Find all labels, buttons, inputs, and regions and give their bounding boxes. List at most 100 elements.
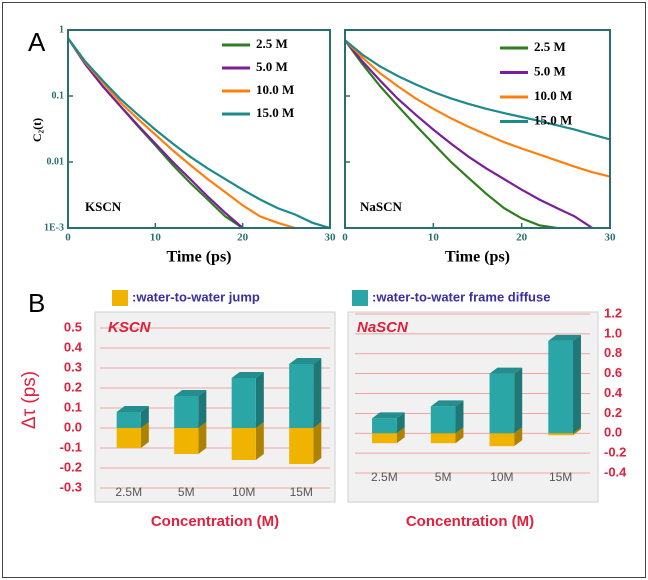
bar-top xyxy=(548,334,581,341)
legend-label: 10.0 M xyxy=(534,88,572,103)
bar-side xyxy=(455,400,464,434)
bar xyxy=(548,340,573,434)
bar-top xyxy=(289,358,322,364)
bar-side xyxy=(455,427,464,444)
chart-title: NaSCN xyxy=(357,319,409,336)
bar xyxy=(430,406,456,434)
x-tick-label: 10 xyxy=(428,232,440,244)
y-tick-label: 1.2 xyxy=(604,305,622,320)
y-tick-label: 0.1 xyxy=(52,90,65,101)
bar-side xyxy=(572,427,581,436)
y-tick-label: 0.6 xyxy=(604,365,622,380)
bar xyxy=(548,433,573,436)
bar xyxy=(289,364,314,428)
data-line xyxy=(67,37,296,230)
bar-top xyxy=(372,412,405,419)
bar-side xyxy=(514,367,523,434)
x-tick-label: 0 xyxy=(65,232,71,244)
x-tick-label: 15M xyxy=(549,470,572,484)
panel-label: A xyxy=(28,27,46,57)
legend-label: 2.5 M xyxy=(534,39,566,54)
y-axis-label: Δτ (ps) xyxy=(19,371,40,429)
y-tick-label: -0.2 xyxy=(604,445,626,460)
y-tick-label: 0.8 xyxy=(604,345,622,360)
y-tick-label: -0.1 xyxy=(60,439,82,454)
legend-label: :water-to-water frame diffuse xyxy=(372,289,550,304)
panel-label: B xyxy=(28,288,45,318)
y-tick-label: 0.2 xyxy=(604,405,622,420)
x-tick-label: 30 xyxy=(325,232,337,244)
x-tick-label: 0 xyxy=(342,232,348,244)
bar xyxy=(372,433,397,444)
y-tick-label: 1 xyxy=(59,24,64,35)
legend-label: 5.0 M xyxy=(256,59,288,74)
data-line xyxy=(67,37,331,230)
bar-side xyxy=(396,427,405,444)
bar-side xyxy=(255,422,264,460)
y-tick-label: 0.3 xyxy=(64,359,82,374)
bar xyxy=(231,428,256,460)
bar-side xyxy=(198,422,207,454)
y-tick-label: -0.3 xyxy=(60,479,82,494)
legend-swatch xyxy=(112,290,128,306)
x-tick-label: 10M xyxy=(232,485,255,499)
bar-top xyxy=(231,372,264,378)
bar xyxy=(231,378,256,428)
x-tick-label: 2.5M xyxy=(371,470,398,484)
y-tick-label: 0.01 xyxy=(47,156,65,167)
y-tick-label: -0.2 xyxy=(60,459,82,474)
x-axis-label: Time (ps) xyxy=(445,249,510,266)
y-tick-label: 0.5 xyxy=(64,319,82,334)
bar-side xyxy=(313,422,322,464)
data-line xyxy=(344,39,611,141)
bar-side xyxy=(198,390,207,428)
bar xyxy=(489,433,515,447)
bar-top xyxy=(489,367,523,374)
bar xyxy=(174,428,199,454)
x-tick-label: 2.5M xyxy=(115,485,142,499)
bar-side xyxy=(140,406,149,428)
y-tick-label: -0.4 xyxy=(604,464,627,479)
x-tick-label: 5M xyxy=(435,470,452,484)
data-line xyxy=(344,39,593,229)
bar xyxy=(289,428,314,464)
bar xyxy=(430,433,456,444)
data-line xyxy=(67,37,244,229)
y-tick-label: 0.4 xyxy=(64,339,83,354)
x-tick-label: 5M xyxy=(178,485,195,499)
legend-swatch xyxy=(352,290,368,306)
y-tick-label: 1E-3 xyxy=(44,222,64,233)
plot-frame xyxy=(344,29,611,229)
bar-side xyxy=(255,372,264,428)
data-line xyxy=(344,39,558,230)
chart-title: KSCN xyxy=(108,319,152,336)
x-axis-label: Concentration (M) xyxy=(151,513,279,530)
bar xyxy=(489,373,515,434)
y-tick-label: 0.0 xyxy=(604,425,622,440)
y-axis-label: C₂(t) xyxy=(30,118,44,142)
data-line xyxy=(344,39,611,178)
x-axis-label: Concentration (M) xyxy=(406,513,534,530)
bar xyxy=(174,396,199,428)
legend-label: :water-to-water jump xyxy=(132,289,260,304)
bar xyxy=(116,428,141,448)
y-tick-label: 0.4 xyxy=(604,385,623,400)
annotation: NaSCN xyxy=(360,199,403,214)
legend-label: 5.0 M xyxy=(534,63,566,78)
bar-side xyxy=(313,358,322,428)
x-tick-label: 10 xyxy=(150,232,162,244)
annotation: KSCN xyxy=(85,199,122,214)
legend-label: 15.0 M xyxy=(256,105,294,120)
x-tick-label: 15M xyxy=(290,485,313,499)
bar-top xyxy=(430,400,464,407)
x-tick-label: 30 xyxy=(605,232,617,244)
x-tick-label: 20 xyxy=(516,232,528,244)
bar-top xyxy=(116,406,149,412)
x-tick-label: 10M xyxy=(490,470,513,484)
bar-side xyxy=(396,412,405,434)
legend-label: 15.0 M xyxy=(534,112,572,127)
x-axis-label: Time (ps) xyxy=(166,249,231,266)
bar xyxy=(372,418,397,434)
y-tick-label: 0.1 xyxy=(64,399,82,414)
